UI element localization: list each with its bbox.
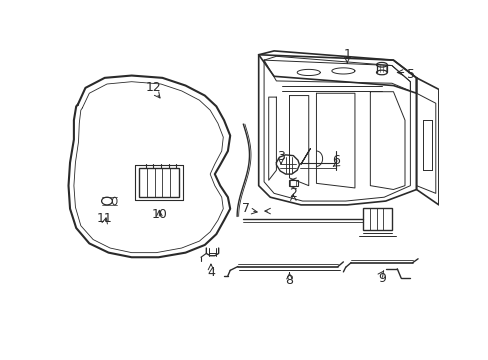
- Bar: [362, 208, 391, 230]
- Text: 7: 7: [241, 202, 249, 215]
- Text: 2: 2: [289, 187, 297, 200]
- Text: 10: 10: [151, 208, 167, 221]
- Text: 3: 3: [277, 150, 285, 163]
- Text: 9: 9: [377, 271, 385, 284]
- Text: 6: 6: [331, 154, 339, 167]
- Text: 11: 11: [97, 212, 112, 225]
- Text: 8: 8: [285, 274, 293, 287]
- Text: 1: 1: [343, 48, 350, 61]
- Bar: [288, 180, 297, 186]
- Text: 12: 12: [145, 81, 161, 94]
- Text: 5: 5: [407, 68, 414, 81]
- Text: 4: 4: [206, 266, 214, 279]
- Bar: [139, 168, 179, 197]
